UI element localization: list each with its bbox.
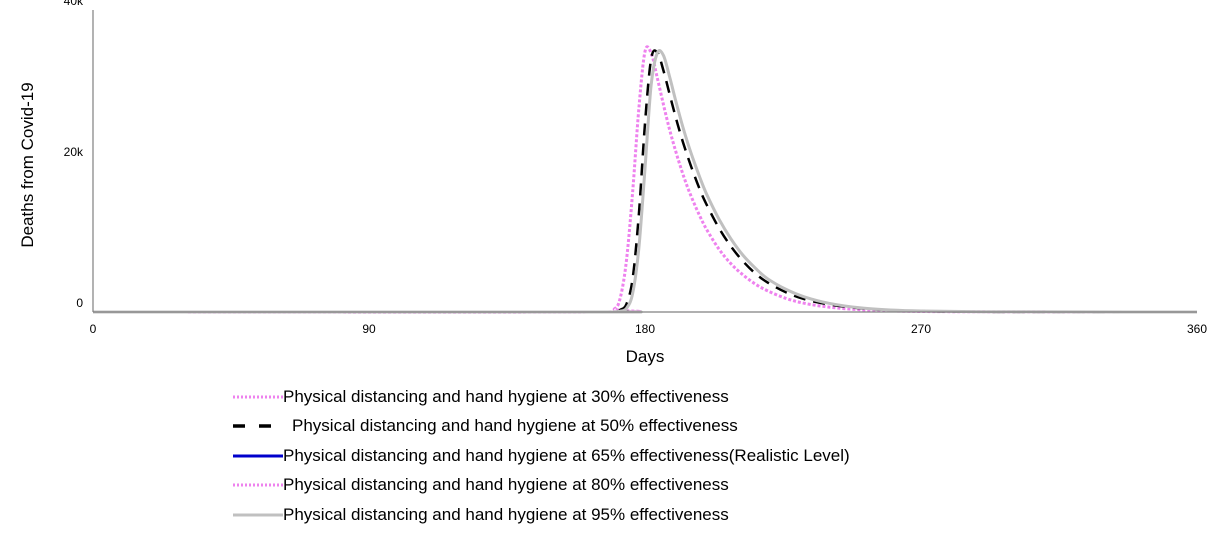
legend-label: Physical distancing and hand hygiene at … — [292, 416, 738, 436]
series-line-5 — [92, 49, 1198, 314]
line-chart: 0 20k 40k 0 90 180 270 360 Days Deaths from Co… — [18, 0, 1208, 366]
legend-swatch — [233, 395, 283, 399]
legend-item: Physical distancing and hand hygiene at … — [231, 382, 850, 412]
legend-swatch — [233, 424, 283, 428]
y-axis-title: Deaths from Covid-19 — [18, 82, 37, 247]
y-tick-label: 0 — [76, 296, 83, 310]
x-tick-label: 0 — [90, 322, 97, 336]
legend-swatch — [233, 454, 283, 458]
series-line-1 — [92, 45, 1197, 314]
legend-item: Physical distancing and hand hygiene at … — [231, 500, 850, 530]
legend-label: Physical distancing and hand hygiene at … — [283, 475, 729, 495]
legend-item: Physical distancing and hand hygiene at … — [231, 441, 850, 471]
x-tick-label: 90 — [362, 322, 376, 336]
x-tick-labels: 0 90 180 270 360 — [90, 322, 1208, 336]
legend-item: Physical distancing and hand hygiene at … — [231, 471, 850, 501]
y-tick-labels: 0 20k 40k — [64, 0, 84, 310]
x-tick-label: 360 — [1187, 322, 1207, 336]
legend-swatch — [233, 513, 283, 517]
legend-item: Physical distancing and hand hygiene at … — [231, 412, 850, 442]
legend-label: Physical distancing and hand hygiene at … — [283, 386, 729, 406]
legend-label: Physical distancing and hand hygiene at … — [283, 504, 729, 524]
y-tick-label: 40k — [64, 0, 84, 8]
series-layer — [92, 45, 1198, 314]
legend: Physical distancing and hand hygiene at … — [231, 382, 850, 530]
y-tick-label: 20k — [64, 145, 84, 159]
x-axis-title: Days — [626, 347, 665, 366]
legend-label: Physical distancing and hand hygiene at … — [283, 445, 850, 465]
x-tick-label: 180 — [635, 322, 655, 336]
x-tick-label: 270 — [911, 322, 931, 336]
legend-swatch — [233, 483, 283, 487]
